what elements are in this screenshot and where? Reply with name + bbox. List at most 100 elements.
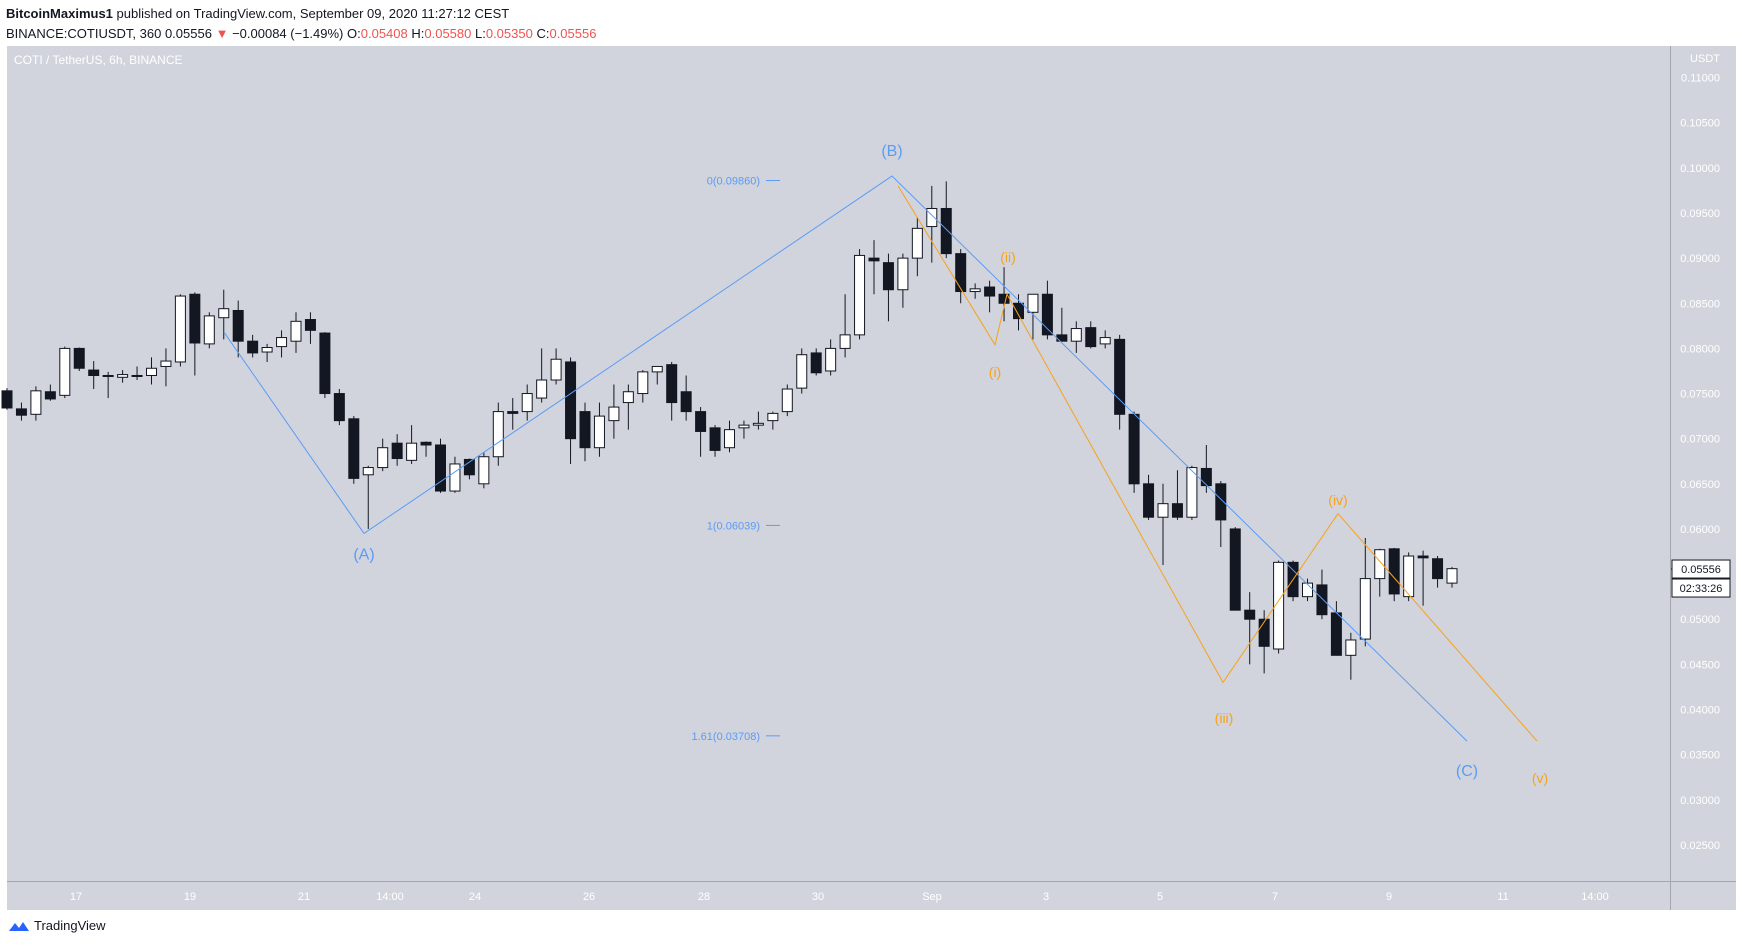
candle[interactable] — [724, 420, 735, 453]
candle[interactable] — [507, 398, 519, 430]
candle[interactable] — [1229, 527, 1241, 611]
candle[interactable] — [738, 420, 750, 439]
candle[interactable] — [565, 357, 577, 464]
candle[interactable] — [15, 402, 27, 421]
candle[interactable] — [926, 185, 938, 263]
last-price-box[interactable] — [1671, 559, 1731, 579]
candle[interactable] — [1403, 552, 1415, 602]
candle[interactable] — [232, 300, 244, 358]
candle[interactable] — [752, 411, 764, 430]
candle[interactable] — [492, 402, 504, 466]
candle[interactable] — [825, 339, 837, 376]
candle[interactable] — [391, 434, 403, 466]
candle[interactable] — [247, 334, 259, 358]
candle[interactable] — [839, 294, 851, 358]
candle[interactable] — [810, 348, 822, 376]
candle[interactable] — [593, 402, 605, 457]
candle[interactable] — [521, 384, 533, 421]
candle[interactable] — [131, 366, 143, 380]
candle[interactable] — [218, 289, 230, 340]
candle[interactable] — [984, 280, 996, 313]
candle[interactable] — [1359, 537, 1371, 647]
candle[interactable] — [767, 411, 779, 430]
candle[interactable] — [189, 292, 201, 376]
candle[interactable] — [203, 312, 215, 349]
candle[interactable] — [117, 370, 129, 383]
candle[interactable] — [608, 384, 620, 439]
candle[interactable] — [88, 361, 100, 390]
candle[interactable] — [146, 357, 157, 385]
candle[interactable] — [1, 388, 13, 410]
candle[interactable] — [304, 312, 316, 344]
candle[interactable] — [1070, 321, 1082, 353]
candle[interactable] — [854, 249, 866, 340]
candle[interactable] — [1157, 483, 1169, 566]
candle[interactable] — [435, 438, 446, 493]
candle[interactable] — [44, 384, 56, 401]
candle[interactable] — [362, 465, 374, 529]
time-axis[interactable] — [7, 882, 1736, 910]
candle[interactable] — [680, 375, 692, 421]
candle[interactable] — [348, 416, 360, 484]
candle[interactable] — [377, 438, 389, 472]
candle[interactable] — [666, 361, 678, 421]
price-axis[interactable] — [1671, 46, 1736, 881]
candle[interactable] — [940, 181, 952, 259]
candle[interactable] — [651, 365, 663, 385]
candle[interactable] — [1446, 566, 1458, 588]
candle[interactable] — [897, 253, 909, 308]
candle[interactable] — [955, 249, 967, 304]
candle[interactable] — [420, 441, 432, 457]
candle[interactable] — [1345, 632, 1357, 680]
candle[interactable] — [781, 384, 793, 417]
candle[interactable] — [550, 348, 562, 385]
candle[interactable] — [478, 452, 490, 489]
candle[interactable] — [290, 312, 302, 353]
candle[interactable] — [1085, 321, 1097, 349]
candle[interactable] — [73, 347, 85, 371]
candle[interactable] — [969, 283, 981, 299]
publisher-name[interactable]: BitcoinMaximus1 — [6, 6, 113, 21]
candle[interactable] — [1143, 474, 1155, 520]
candle[interactable] — [622, 384, 634, 430]
candle[interactable] — [536, 348, 548, 403]
candle[interactable] — [1316, 569, 1328, 620]
candle[interactable] — [1215, 481, 1227, 547]
candle[interactable] — [637, 370, 649, 403]
plot-area[interactable] — [7, 46, 1670, 881]
candle[interactable] — [868, 240, 880, 295]
candle[interactable] — [1417, 550, 1429, 606]
candle[interactable] — [160, 348, 172, 387]
candle[interactable] — [102, 371, 114, 399]
candle[interactable] — [319, 332, 331, 399]
candle[interactable] — [709, 425, 721, 457]
candle[interactable] — [333, 389, 345, 426]
candle[interactable] — [449, 456, 461, 493]
candle[interactable] — [174, 294, 186, 367]
candle[interactable] — [406, 425, 418, 464]
candle[interactable] — [1027, 293, 1039, 340]
candle[interactable] — [1099, 330, 1111, 349]
candle[interactable] — [1374, 548, 1386, 597]
candle[interactable] — [261, 343, 273, 362]
candle[interactable] — [1171, 470, 1183, 520]
candle[interactable] — [30, 386, 42, 421]
candle[interactable] — [59, 346, 71, 399]
candle[interactable] — [911, 217, 923, 277]
candle[interactable] — [695, 407, 707, 457]
candle[interactable] — [1041, 280, 1053, 340]
candle-body — [117, 374, 129, 378]
candle[interactable] — [1432, 556, 1444, 588]
candle[interactable] — [1114, 334, 1126, 430]
candle[interactable] — [1186, 465, 1198, 520]
candle[interactable] — [1273, 560, 1285, 654]
candle[interactable] — [1128, 411, 1140, 493]
candle[interactable] — [276, 330, 288, 358]
tradingview-footer[interactable]: TradingView — [8, 918, 106, 933]
candle[interactable] — [1244, 592, 1256, 665]
candle[interactable] — [796, 348, 808, 394]
candle[interactable] — [579, 402, 591, 462]
candle[interactable] — [882, 253, 894, 322]
candle[interactable] — [1258, 610, 1270, 674]
